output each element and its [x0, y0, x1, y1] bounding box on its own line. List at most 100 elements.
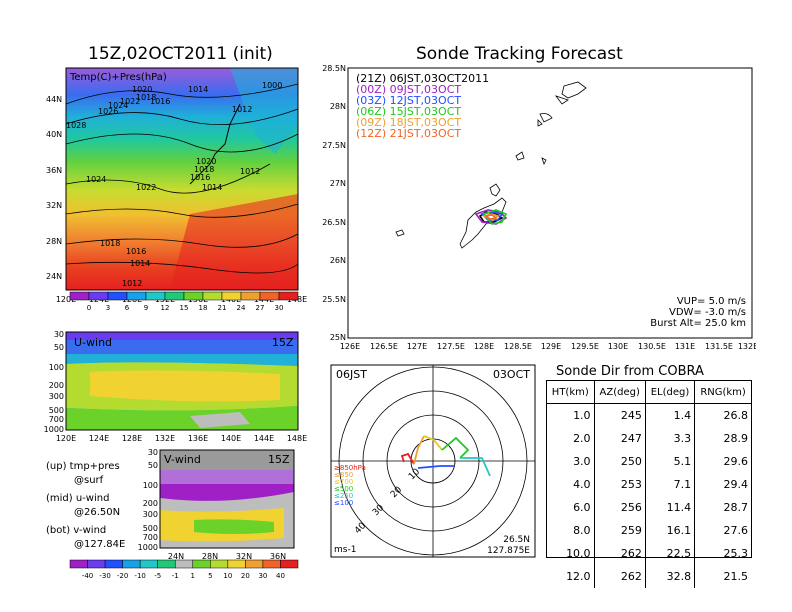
- table-cell: 11.4: [644, 496, 695, 519]
- colorbar-tick: 20: [241, 572, 250, 580]
- sonde-tracks: [474, 209, 508, 225]
- table-cell: 4.0: [573, 478, 591, 491]
- p-tick: 300: [143, 510, 158, 519]
- isobar-label: 1020: [196, 157, 216, 166]
- table-cell: 21.5: [694, 565, 751, 588]
- u-pressure-ticks: 30 50 100 200 300 500 700 1000: [44, 330, 64, 434]
- p-tick: 50: [148, 461, 158, 470]
- colorbar-tick: 27: [256, 304, 265, 312]
- table-cell: 259: [593, 519, 646, 542]
- lon-tick: 131.5E: [705, 342, 733, 351]
- table-row: 8.0 259 16.1 27.6: [547, 519, 751, 542]
- table-cell: 253: [593, 473, 646, 496]
- lat-tick: 24N: [168, 552, 184, 560]
- p-tick: 700: [49, 415, 64, 424]
- colorbar-swatch: [69, 559, 88, 569]
- isobar-label: 1020: [132, 85, 152, 94]
- lon-tick: 140E: [221, 434, 241, 443]
- lat-tick: 27.5N: [322, 141, 346, 150]
- colorbar-swatch: [174, 559, 194, 569]
- track-params: VUP= 5.0 m/s VDW= -3.0 m/s Burst Alt= 25…: [650, 296, 746, 329]
- isobar-label: 1014: [130, 259, 150, 268]
- polar-lon: 127.875E: [487, 546, 530, 556]
- p-tick: 700: [143, 533, 158, 542]
- lat-tick: 28.5N: [322, 64, 346, 73]
- map-title: 15Z,02OCT2011 (init): [88, 44, 273, 64]
- isobar-label: 1012: [240, 167, 260, 176]
- table-row: 6.0 256 11.4 28.7: [547, 496, 751, 519]
- map-label: Temp(C)+Pres(hPa): [69, 72, 167, 83]
- vup-text: VUP= 5.0 m/s: [677, 296, 746, 307]
- table-row: 2.0 247 3.3 28.9: [547, 427, 751, 450]
- colorbar-tick: 9: [144, 304, 148, 312]
- colorbar-tick: 24: [237, 304, 246, 312]
- p-tick: 500: [49, 406, 64, 415]
- v-wind-time: 15Z: [268, 453, 290, 466]
- track-12z: [484, 214, 498, 220]
- lon-tick: 124E: [89, 434, 109, 443]
- isobar-label: 1018: [194, 165, 214, 174]
- colorbar-swatch: [126, 291, 147, 301]
- colorbar-tick: 30: [275, 304, 284, 312]
- cobra-table: HT(km) AZ(deg) EL(deg) RNG(km) 1.0 245 1.4…: [547, 381, 751, 588]
- isobar-label: 1024: [108, 101, 128, 110]
- colorbar-swatch: [145, 291, 166, 301]
- isobar-label: 1000: [262, 81, 282, 90]
- level-legend: ≥850hPa≤850≤700≤500≤250≤100: [334, 464, 366, 507]
- column-header: RNG(km): [694, 381, 751, 404]
- colorbar-tick: 10: [223, 572, 232, 580]
- colorbar-swatch: [157, 559, 176, 569]
- track-title: Sonde Tracking Forecast: [416, 44, 623, 64]
- lat-tick: 28N: [46, 237, 62, 246]
- table-row: 1.0 245 1.4 26.8: [547, 403, 751, 427]
- level-legend-entry: ≥850hPa: [334, 464, 366, 472]
- p-tick: 1000: [138, 543, 158, 552]
- colorbar-swatch: [192, 559, 211, 569]
- track-legend-entry: (03Z) 12JST,03OCT: [356, 94, 461, 107]
- polar-lat: 26.5N: [503, 535, 530, 545]
- colorbar-swatch: [122, 559, 141, 569]
- polar-right-label: 03OCT: [493, 368, 530, 381]
- level-legend-entry: ≤500: [334, 485, 353, 493]
- legend-mid: (mid) u-wind: [46, 493, 110, 504]
- track-06z: [482, 209, 508, 225]
- polar-plot: 06JST 03OCT 10 20 30 40 ≥850hPa≤850≤700≤…: [330, 364, 536, 558]
- isobar-label: 1022: [136, 183, 156, 192]
- lat-tick: 32N: [236, 552, 252, 560]
- lat-tick: 28N: [330, 102, 346, 111]
- table-cell: 245: [593, 403, 646, 427]
- colorbar-swatch: [139, 559, 158, 569]
- table-cell: 16.1: [644, 519, 695, 542]
- column-header: AZ(deg): [593, 381, 646, 404]
- isobar-label: 1012: [122, 279, 142, 288]
- map-lat-ticks: 44N 40N 36N 32N 28N 24N: [46, 95, 62, 281]
- colorbar-swatch: [280, 559, 299, 569]
- table-cell: 29.4: [694, 473, 751, 496]
- colorbar-swatch: [221, 291, 242, 301]
- lon-tick: 127.5E: [437, 342, 465, 351]
- temperature-colorbar: 0 3 6 9 12 15 18 21 24 27 30: [69, 291, 299, 312]
- isobar-labels: 1000 1012 1014 1016 1018 1020 1022 1024 …: [66, 81, 282, 288]
- isobar-label: 1026: [98, 107, 118, 116]
- track-legend-entry: (09Z) 18JST,03OCT: [356, 116, 461, 129]
- isobar-label: 1012: [232, 105, 252, 114]
- lon-tick: 126E: [340, 342, 360, 351]
- table-row: 12.0 262 32.8 21.5: [547, 565, 751, 588]
- table-cell: 3.3: [644, 427, 695, 450]
- lat-tick: 26N: [330, 256, 346, 265]
- p-tick: 1000: [44, 425, 64, 434]
- p-tick: 300: [49, 392, 64, 401]
- lat-tick: 28N: [202, 552, 218, 560]
- u-wind-time: 15Z: [272, 336, 294, 349]
- colorbar-swatch: [227, 559, 246, 569]
- colorbar-swatch: [88, 291, 109, 301]
- temperature-map: Temp(C)+Pres(hPa) 44N 40N 36N 32N 28N 24…: [46, 67, 307, 304]
- colorbar-tick: 1: [191, 572, 195, 580]
- v-wind-label: V-wind: [164, 453, 201, 466]
- colorbar-swatch: [104, 559, 123, 569]
- lat-tick: 32N: [46, 201, 62, 210]
- isobar-label: 1014: [202, 183, 222, 192]
- colorbar-tick: 15: [180, 304, 189, 312]
- p-tick: 500: [143, 524, 158, 533]
- legend-bot-level: @127.84E: [74, 539, 126, 550]
